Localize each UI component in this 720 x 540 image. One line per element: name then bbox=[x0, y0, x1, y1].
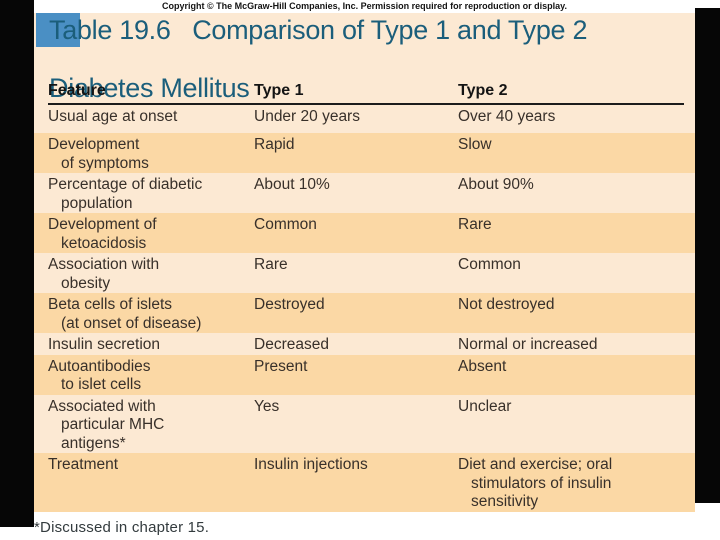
cell-feature: Treatment bbox=[48, 456, 119, 473]
table-row: Associated with particular MHC antigens*… bbox=[34, 395, 695, 454]
cell-type1: Common bbox=[254, 216, 317, 233]
cell-type1: Present bbox=[254, 357, 308, 375]
cell-type2: Absent bbox=[458, 357, 507, 375]
table-title-line1: Table 19.6 Comparison of Type 1 and Type… bbox=[49, 15, 588, 45]
table-row: Development of symptoms Rapid Slow bbox=[34, 133, 695, 173]
cell-type2: Common bbox=[458, 256, 521, 273]
left-black-bar bbox=[0, 0, 34, 527]
cell-feature: Development of symptoms bbox=[48, 136, 149, 172]
comparison-table: Feature Type 1 Type 2 Usual age at onset… bbox=[34, 82, 695, 512]
cell-type2: Not destroyed bbox=[458, 296, 555, 313]
cell-type1: Yes bbox=[254, 397, 280, 415]
right-black-bar bbox=[695, 8, 720, 503]
cell-feature: Insulin secretion bbox=[48, 336, 161, 353]
table-row: Percentage of diabetic population About … bbox=[34, 173, 695, 213]
table-row: Development of ketoacidosis Common Rare bbox=[34, 213, 695, 253]
cell-type1: Insulin injections bbox=[254, 456, 368, 473]
header-cell-feature: Feature bbox=[48, 82, 106, 99]
table-header-row: Feature Type 1 Type 2 bbox=[48, 82, 684, 105]
cell-type2: About 90% bbox=[458, 176, 534, 193]
table-row: Beta cells of islets (at onset of diseas… bbox=[34, 293, 695, 333]
cell-type2: Slow bbox=[458, 136, 492, 153]
blue-accent-square bbox=[36, 13, 80, 47]
copyright-notice: Copyright © The McGraw-Hill Companies, I… bbox=[34, 0, 695, 13]
cell-type1: About 10% bbox=[254, 176, 330, 193]
cell-feature: Associated with particular MHC antigens* bbox=[48, 397, 165, 452]
cell-feature: Development of ketoacidosis bbox=[48, 216, 157, 252]
table-title: Table 19.6 Comparison of Type 1 and Type… bbox=[49, 16, 587, 103]
table-title-line2: Diabetes Mellitus bbox=[49, 73, 250, 103]
cell-feature: Percentage of diabetic population bbox=[48, 176, 203, 212]
cell-type2: Rare bbox=[458, 216, 492, 233]
cell-feature: Autoantibodies to islet cells bbox=[48, 357, 151, 394]
cell-type1: Under 20 years bbox=[254, 108, 360, 125]
cell-type2: Diet and exercise; oral stimulators of i… bbox=[458, 456, 613, 510]
cell-feature: Association with obesity bbox=[48, 256, 160, 292]
table-footnote: *Discussed in chapter 15. bbox=[34, 519, 210, 536]
table-row: Association with obesity Rare Common bbox=[34, 253, 695, 293]
cell-type2: Unclear bbox=[458, 397, 512, 415]
table-row: Autoantibodies to islet cells Present Ab… bbox=[34, 354, 695, 395]
cell-feature: Beta cells of islets (at onset of diseas… bbox=[48, 296, 202, 332]
cell-type1: Rapid bbox=[254, 136, 295, 153]
cell-type1: Rare bbox=[254, 256, 288, 273]
cell-type1: Decreased bbox=[254, 336, 329, 353]
table-row: Usual age at onset Under 20 years Over 4… bbox=[34, 105, 695, 133]
cell-feature: Usual age at onset bbox=[48, 108, 178, 125]
cell-type2: Normal or increased bbox=[458, 336, 598, 353]
cell-type2: Over 40 years bbox=[458, 108, 556, 125]
table-card: Table 19.6 Comparison of Type 1 and Type… bbox=[34, 13, 695, 512]
cell-type1: Destroyed bbox=[254, 296, 325, 313]
header-cell-type1: Type 1 bbox=[254, 82, 304, 99]
table-row: Treatment Insulin injections Diet and ex… bbox=[34, 453, 695, 512]
table-row: Insulin secretion Decreased Normal or in… bbox=[34, 333, 695, 355]
header-cell-type2: Type 2 bbox=[458, 82, 508, 99]
